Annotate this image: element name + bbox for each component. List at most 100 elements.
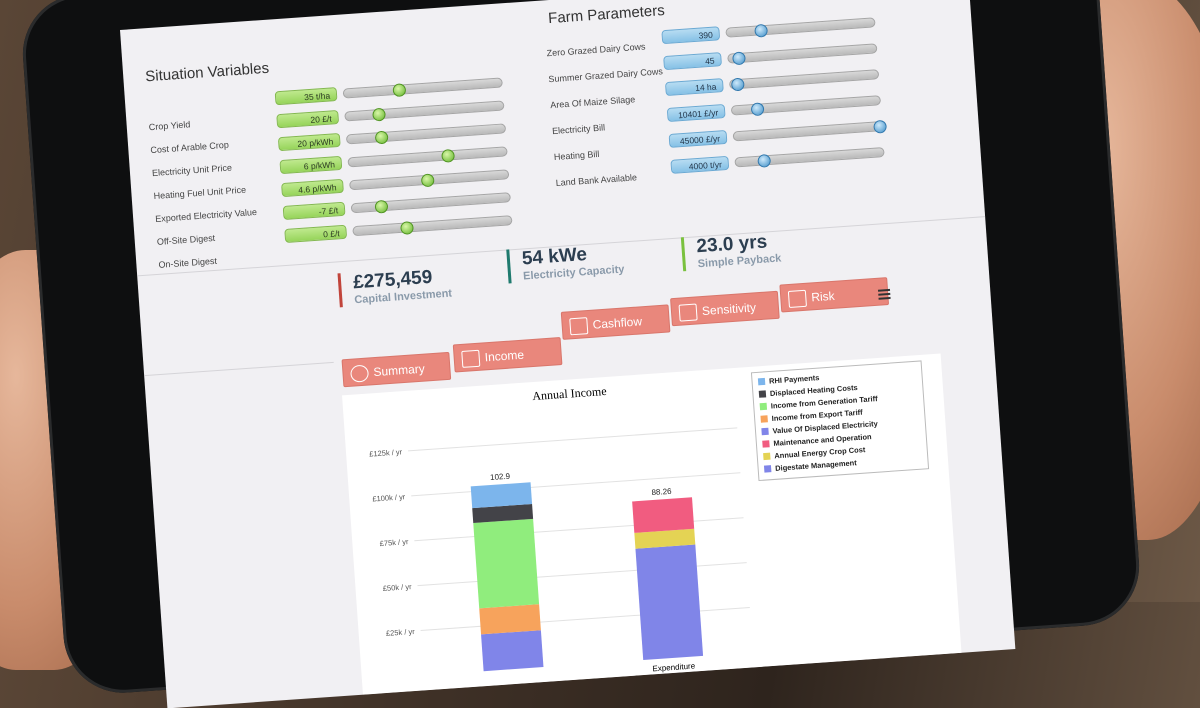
bar-segment [634, 528, 696, 549]
farm-slider-handle[interactable] [873, 119, 888, 134]
farm-slider-handle[interactable] [753, 23, 768, 38]
situation-label: Electricity Unit Price [151, 162, 233, 179]
chart-container: Annual Income £25k / yr £50k / yr £75k / yr… [342, 353, 962, 695]
area-chart-icon [461, 349, 481, 368]
situation-slider[interactable] [345, 123, 507, 145]
legend-swatch [760, 415, 768, 423]
y-tick-label: £125k / yr [369, 447, 403, 458]
situation-slider-handle[interactable] [400, 221, 415, 235]
situation-slider-handle[interactable] [420, 173, 435, 188]
chart-menu-icon[interactable] [877, 287, 891, 302]
situation-value[interactable]: 20 £/t [276, 109, 340, 129]
situation-value[interactable]: -7 £/t [282, 201, 346, 221]
situation-slider[interactable] [344, 100, 505, 122]
situation-slider-handle[interactable] [392, 83, 407, 98]
tabs-divider [144, 361, 334, 377]
tab-risk[interactable]: Risk [779, 277, 890, 313]
legend-item: RHI Payments [769, 373, 820, 385]
situation-slider-handle[interactable] [374, 130, 389, 145]
farm-slider[interactable] [728, 69, 880, 92]
line-chart-icon [569, 317, 589, 336]
farm-label: Zero Grazed Dairy Cows [546, 41, 646, 59]
bar-total-label: 102.9 [490, 472, 511, 482]
legend-swatch [763, 465, 772, 473]
gridline [408, 427, 738, 452]
farm-slider-handle[interactable] [750, 102, 765, 117]
situation-label: Exported Electricity Value [154, 206, 258, 224]
legend-swatch [761, 427, 769, 436]
situation-slider[interactable] [342, 77, 503, 99]
farm-label: Land Bank Available [555, 172, 638, 188]
legend-swatch [762, 440, 770, 448]
situation-label: Crop Yield [148, 119, 191, 133]
legend-box [750, 360, 930, 482]
farm-slider[interactable] [734, 146, 885, 168]
situation-value[interactable]: 20 p/kWh [277, 132, 341, 152]
situation-slider-handle[interactable] [374, 199, 389, 214]
tab-income[interactable]: Income [452, 337, 563, 373]
situation-value[interactable]: 0 £/t [284, 224, 348, 243]
bar-segment [632, 497, 695, 533]
situation-slider[interactable] [347, 146, 508, 168]
metric-simple-payback: 23.0 yrs Simple Payback [680, 230, 782, 272]
farm-label: Electricity Bill [551, 122, 606, 137]
farm-value[interactable]: 390 [661, 26, 721, 45]
bar-segment [470, 482, 533, 509]
legend-swatch [758, 390, 767, 398]
situation-value[interactable]: 6 p/kWh [279, 155, 343, 175]
bar-segment [481, 630, 544, 672]
situation-label: Off-Site Digest [156, 232, 216, 247]
y-tick-label: £25k / yr [386, 627, 416, 638]
farm-label: Heating Bill [553, 148, 600, 163]
y-tick-label: £100k / yr [372, 492, 406, 503]
situation-slider[interactable] [349, 169, 510, 191]
farm-label: Area Of Maize Silage [549, 94, 636, 111]
annual-income-chart: Annual Income £25k / yr £50k / yr £75k / yr… [369, 360, 930, 673]
situation-title: Situation Variables [144, 59, 270, 86]
x-category-label: Expenditure [652, 661, 696, 673]
farm-title: Farm Parameters [547, 1, 666, 28]
tab-sensitivity[interactable]: Sensitivity [670, 290, 780, 327]
bar-total-label: 88.26 [651, 487, 672, 497]
y-tick-label: £75k / yr [379, 537, 409, 548]
tab-cashflow[interactable]: Cashflow [560, 304, 671, 340]
situation-value[interactable]: 35 t/ha [274, 87, 338, 106]
metric-capital-investment: £275,459 Capital Investment [337, 265, 453, 308]
legend-swatch [759, 402, 768, 411]
farm-value[interactable]: 10401 £/yr [666, 104, 726, 123]
tab-summary[interactable]: Summary [341, 351, 452, 388]
legend-swatch [757, 377, 766, 386]
farm-value[interactable]: 4000 t/yr [670, 155, 730, 174]
table-icon [678, 303, 698, 322]
legend-swatch [763, 452, 771, 461]
farm-value[interactable]: 45 [663, 52, 722, 71]
y-tick-label: £50k / yr [383, 582, 413, 593]
situation-label: Cost of Arable Crop [150, 139, 230, 156]
farm-slider[interactable] [730, 95, 882, 117]
situation-slider-handle[interactable] [371, 107, 386, 122]
farm-slider[interactable] [727, 43, 878, 66]
bar-chart-icon [787, 289, 807, 309]
pie-chart-icon [349, 364, 370, 383]
gridline [411, 472, 741, 497]
bar-segment [472, 503, 534, 524]
metric-electricity-capacity: 54 kWe Electricity Capacity [506, 241, 625, 284]
chart-title: Annual Income [532, 384, 607, 403]
bar-segment [635, 544, 704, 661]
situation-label: Heating Fuel Unit Price [153, 184, 247, 202]
situation-slider[interactable] [352, 215, 513, 237]
farm-value[interactable]: 45000 £/yr [668, 129, 728, 148]
situation-slider-handle[interactable] [441, 148, 455, 163]
situation-label: On-Site Digest [158, 255, 218, 270]
farm-slider-handle[interactable] [731, 51, 746, 66]
farm-slider[interactable] [725, 17, 876, 38]
farm-slider-handle[interactable] [730, 77, 745, 92]
farm-slider[interactable] [732, 119, 888, 142]
situation-value[interactable]: 4.6 p/kWh [281, 178, 344, 198]
bar-segment [479, 604, 541, 635]
farm-label: Summer Grazed Dairy Cows [548, 66, 664, 85]
bar-segment [473, 518, 540, 609]
situation-slider[interactable] [350, 192, 511, 214]
farm-slider-handle[interactable] [756, 153, 771, 168]
farm-value[interactable]: 14 ha [664, 78, 724, 97]
